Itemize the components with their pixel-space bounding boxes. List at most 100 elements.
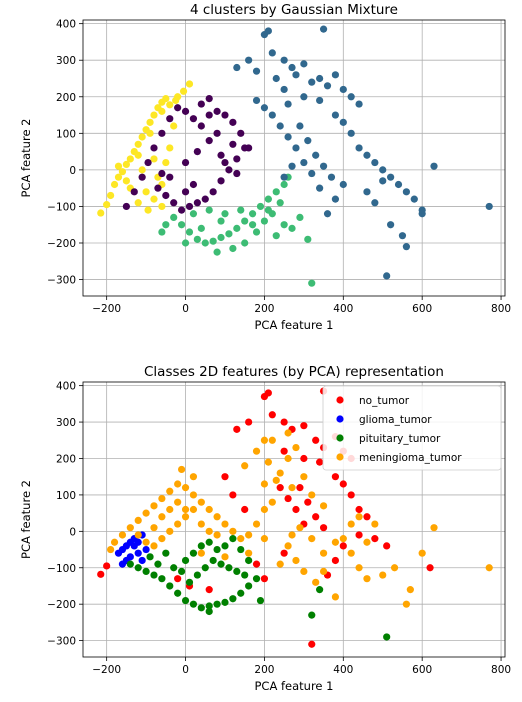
data-point [158, 513, 166, 521]
data-point [162, 549, 170, 557]
data-point [107, 191, 115, 200]
data-point [394, 180, 403, 189]
data-point [189, 491, 198, 499]
data-point [347, 520, 355, 528]
data-point [209, 188, 217, 196]
x-tick-label: 600 [412, 664, 432, 676]
data-point [225, 230, 233, 238]
data-point [402, 243, 411, 251]
data-point [402, 188, 411, 196]
data-point [418, 206, 426, 214]
data-point [233, 224, 241, 232]
data-point [189, 115, 198, 123]
data-point [288, 162, 296, 170]
chart-title: 4 clusters by Gaussian Mixture [190, 2, 398, 18]
data-point [252, 520, 261, 528]
data-point [300, 422, 308, 430]
data-point [245, 144, 253, 152]
data-point [150, 571, 158, 579]
data-point [237, 129, 245, 137]
data-point [146, 553, 154, 561]
data-point [355, 564, 363, 572]
data-point [142, 188, 150, 196]
data-point [304, 498, 312, 506]
y-tick-label: 200 [56, 92, 76, 104]
data-point [197, 498, 205, 506]
data-point [122, 160, 130, 168]
y-tick-label: 300 [56, 55, 76, 67]
data-point [181, 484, 190, 492]
data-point [319, 524, 328, 532]
data-point [245, 549, 253, 557]
data-point [272, 476, 280, 484]
data-point [319, 549, 328, 557]
data-point [134, 151, 142, 159]
data-point [387, 173, 395, 181]
data-point [319, 567, 328, 576]
data-point [213, 248, 221, 256]
data-point [134, 549, 142, 557]
data-point [114, 173, 123, 181]
data-point [331, 111, 340, 119]
data-point [162, 94, 170, 103]
data-point [146, 118, 154, 126]
data-point [296, 122, 304, 130]
data-point [158, 129, 166, 137]
data-point [233, 169, 241, 178]
data-point [205, 586, 213, 594]
data-point [280, 221, 288, 229]
data-point [158, 228, 166, 236]
data-point [110, 180, 119, 189]
data-point [189, 549, 198, 557]
data-point [189, 600, 198, 608]
data-point [300, 473, 308, 481]
data-point [292, 443, 300, 452]
data-point [276, 469, 284, 477]
series-no_tumor [97, 387, 434, 648]
data-point [134, 531, 142, 539]
y-tick-label: 400 [56, 19, 76, 31]
x-tick-label: 200 [254, 303, 274, 315]
data-point [284, 100, 292, 108]
data-point [229, 527, 237, 535]
data-point [304, 137, 312, 145]
y-tick-label: 300 [56, 417, 76, 429]
data-point [97, 209, 105, 217]
data-point [150, 111, 158, 119]
data-point [402, 600, 411, 608]
data-point [138, 173, 146, 181]
data-point [213, 545, 221, 554]
data-point [217, 233, 225, 242]
data-point [193, 199, 201, 207]
data-point [233, 155, 241, 163]
plot-frame [82, 381, 506, 658]
data-point [355, 505, 363, 514]
data-point [383, 633, 391, 641]
data-point [272, 188, 280, 196]
series-cluster-2 [158, 173, 316, 287]
data-point [280, 180, 288, 189]
data-point [296, 524, 304, 532]
data-point [134, 199, 142, 207]
y-tick-label: −300 [47, 275, 76, 287]
chart-title: Classes 2D features (by PCA) representat… [144, 364, 444, 380]
data-point [150, 195, 158, 203]
data-point [418, 549, 426, 557]
data-point [103, 201, 111, 209]
x-tick-label: 400 [333, 664, 353, 676]
data-point [146, 129, 154, 137]
data-point [197, 122, 205, 130]
data-point [280, 56, 288, 64]
data-point [245, 531, 253, 539]
data-point [144, 158, 152, 167]
data-point [189, 505, 198, 514]
data-point [308, 169, 316, 178]
legend-label: no_tumor [359, 395, 410, 407]
data-point [170, 213, 178, 222]
data-point [296, 213, 304, 222]
data-point [252, 575, 261, 583]
data-point [339, 118, 347, 126]
data-point [114, 162, 123, 170]
data-point [339, 180, 347, 189]
data-point [264, 195, 272, 203]
